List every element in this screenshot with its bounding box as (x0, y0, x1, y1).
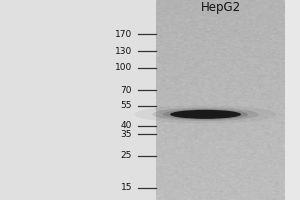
Text: 25: 25 (121, 151, 132, 160)
Text: 40: 40 (121, 121, 132, 130)
Text: 100: 100 (115, 63, 132, 72)
Text: HepG2: HepG2 (200, 1, 241, 14)
Ellipse shape (152, 108, 259, 121)
Ellipse shape (170, 110, 241, 119)
Text: 70: 70 (121, 86, 132, 95)
Text: 15: 15 (121, 183, 132, 192)
Text: 55: 55 (121, 101, 132, 110)
Bar (0, 0, 156, 200)
Ellipse shape (163, 109, 248, 120)
Ellipse shape (134, 105, 277, 123)
Text: 35: 35 (121, 130, 132, 139)
Text: 130: 130 (115, 47, 132, 56)
Text: 170: 170 (115, 30, 132, 39)
